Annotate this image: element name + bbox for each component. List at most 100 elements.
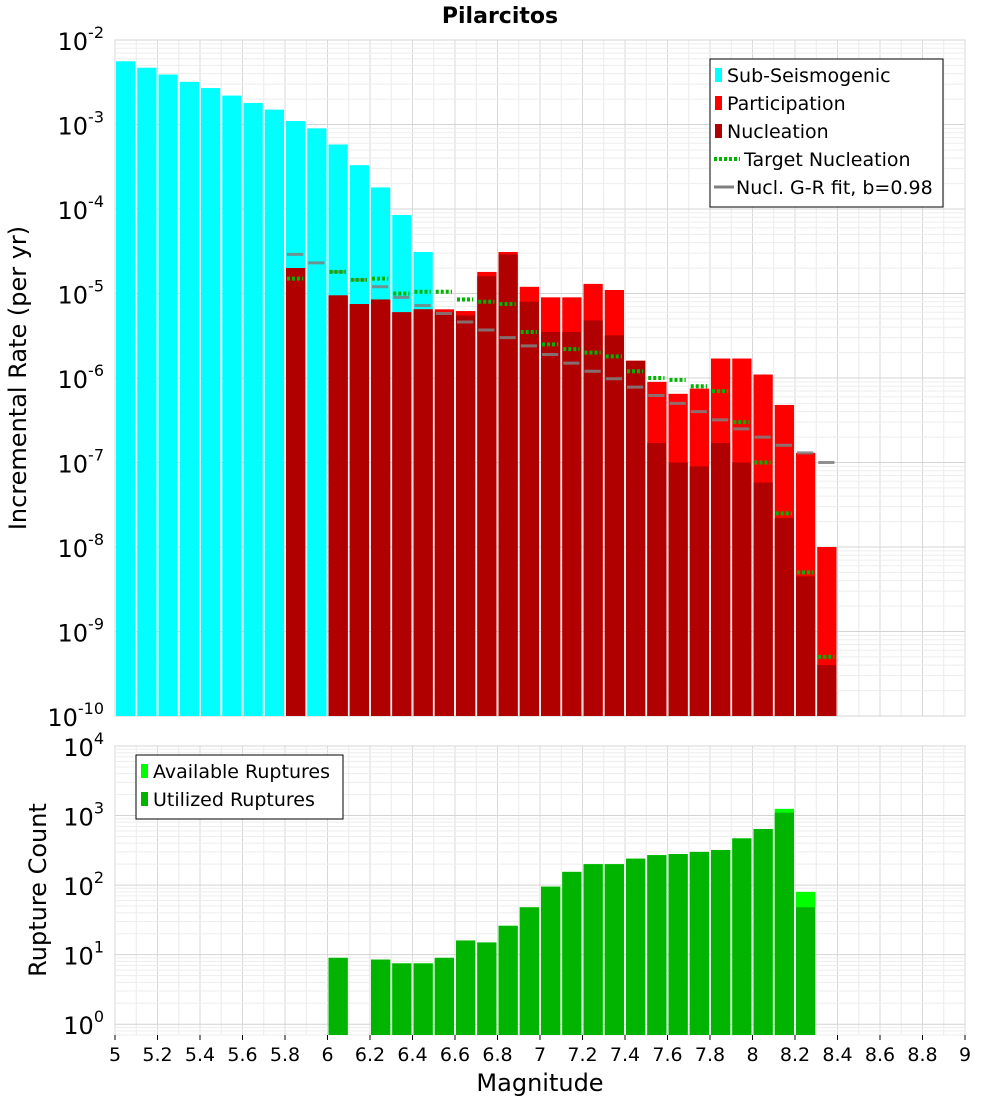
y-tick-label: 10-6 — [58, 361, 105, 394]
magnitude-x-tick-labels: 5 5.2 5.4 5.6 5.8 6 6.2 6.4 6.6 6.8 7 7.2 7.4 7.6 7.8 8… — [109, 1035, 971, 1066]
bar-utilized-ruptures — [392, 963, 412, 1035]
y-tick-label: 10-2 — [58, 23, 105, 56]
x-tick-label: 7.2 — [567, 1044, 597, 1066]
y-tick-label: 104 — [63, 729, 104, 762]
rate-legend: Sub-Seismogenic Participation Nucleation Ta… — [709, 58, 944, 208]
y-tick-label: 102 — [63, 868, 104, 901]
bar-nucleation — [604, 335, 624, 716]
bar-utilized-ruptures — [732, 838, 752, 1035]
count-legend: Available Ruptures Utilized Ruptures — [135, 754, 344, 820]
bar-sub-seismogenic — [116, 61, 136, 716]
bar-sub-seismogenic — [158, 74, 178, 716]
legend-box — [709, 58, 944, 208]
bar-utilized-ruptures — [689, 851, 709, 1035]
y-tick-label: 100 — [63, 1007, 104, 1040]
x-tick-label: 8.6 — [865, 1044, 895, 1066]
y-tick-label: 10-3 — [58, 108, 105, 141]
bar-utilized-ruptures — [668, 854, 688, 1035]
bar-nucleation — [817, 665, 837, 716]
chart-title: Pilarcitos — [442, 4, 558, 29]
x-tick-label: 6 — [321, 1044, 333, 1066]
bar-nucleation — [392, 312, 412, 716]
bar-sub-seismogenic — [137, 67, 157, 716]
bar-utilized-ruptures — [413, 963, 433, 1035]
bar-utilized-ruptures — [498, 925, 518, 1035]
y-tick-label: 10-5 — [58, 277, 105, 310]
bar-utilized-ruptures — [371, 959, 391, 1035]
bar-nucleation — [753, 482, 773, 716]
x-tick-label: 6.8 — [482, 1044, 512, 1066]
bar-nucleation — [541, 332, 561, 716]
y-tick-label: 10-7 — [58, 446, 105, 479]
count-y-axis-title: Rupture Count — [24, 803, 52, 977]
x-tick-label: 5 — [109, 1044, 121, 1066]
rate-bars — [116, 61, 837, 717]
legend-label: Participation — [727, 93, 846, 115]
bar-utilized-ruptures — [796, 907, 816, 1035]
bar-utilized-ruptures — [434, 957, 454, 1035]
x-tick-label: 7.8 — [695, 1044, 725, 1066]
bar-utilized-ruptures — [711, 849, 731, 1035]
bar-utilized-ruptures — [753, 829, 773, 1035]
bar-utilized-ruptures — [456, 940, 476, 1035]
bar-nucleation — [689, 466, 709, 716]
legend-box — [135, 754, 344, 820]
legend-swatch — [715, 68, 722, 82]
legend-label: Nucleation — [727, 121, 829, 143]
bar-nucleation — [647, 443, 667, 716]
x-tick-label: 7.4 — [610, 1044, 640, 1066]
x-tick-label: 8.8 — [907, 1044, 937, 1066]
bar-nucleation — [477, 276, 497, 716]
x-tick-label: 5.2 — [142, 1044, 172, 1066]
x-tick-label: 6.2 — [355, 1044, 385, 1066]
y-tick-label: 10-8 — [58, 530, 105, 563]
bar-nucleation — [519, 301, 539, 716]
x-tick-label: 8.2 — [780, 1044, 810, 1066]
y-tick-label: 103 — [63, 799, 104, 832]
x-tick-label: 5.4 — [185, 1044, 215, 1066]
x-tick-label: 5.6 — [227, 1044, 257, 1066]
bar-nucleation — [328, 295, 348, 716]
bar-utilized-ruptures — [604, 864, 624, 1035]
x-tick-label: 8 — [746, 1044, 758, 1066]
x-tick-label: 9 — [959, 1044, 971, 1066]
bar-nucleation — [668, 462, 688, 716]
bar-utilized-ruptures — [519, 907, 539, 1035]
x-tick-label: 6.6 — [440, 1044, 470, 1066]
y-tick-label: 101 — [63, 938, 104, 971]
bar-utilized-ruptures — [477, 942, 497, 1035]
x-tick-label: 6.4 — [397, 1044, 427, 1066]
bar-nucleation — [711, 443, 731, 716]
bar-sub-seismogenic — [243, 102, 263, 717]
bar-sub-seismogenic — [264, 109, 284, 716]
bar-nucleation — [774, 518, 794, 716]
count-gridlines — [114, 745, 966, 1036]
bar-nucleation — [583, 320, 603, 716]
bar-utilized-ruptures — [583, 864, 603, 1035]
bar-utilized-ruptures — [774, 812, 794, 1035]
bar-nucleation — [498, 254, 518, 716]
bar-utilized-ruptures — [541, 886, 561, 1035]
bar-nucleation — [796, 576, 816, 716]
count-bars — [328, 808, 816, 1035]
rate-y-axis-title: Incremental Rate (per yr) — [4, 226, 32, 530]
bar-nucleation — [371, 299, 391, 716]
legend-swatch — [715, 96, 722, 110]
x-axis-title: Magnitude — [476, 1069, 603, 1097]
y-tick-label: 10-10 — [47, 699, 104, 732]
bar-nucleation — [434, 312, 454, 716]
bar-utilized-ruptures — [626, 858, 646, 1035]
bar-utilized-ruptures — [562, 871, 582, 1035]
bar-sub-seismogenic — [307, 128, 327, 716]
bar-nucleation — [349, 304, 369, 716]
bar-sub-seismogenic — [201, 88, 221, 717]
bar-nucleation — [626, 360, 646, 716]
y-tick-label: 10-4 — [58, 192, 105, 225]
rate-y-tick-labels: 10-10 10-9 10-8 10-7 10-6 10-5 10-4 10-3 10-2 — [47, 23, 104, 732]
legend-label: Sub-Seismogenic — [727, 65, 891, 87]
x-tick-label: 8.4 — [822, 1044, 852, 1066]
bar-nucleation — [732, 462, 752, 716]
legend-label: Nucl. G-R fit, b=0.98 — [736, 177, 933, 199]
x-tick-label: 7 — [534, 1044, 546, 1066]
